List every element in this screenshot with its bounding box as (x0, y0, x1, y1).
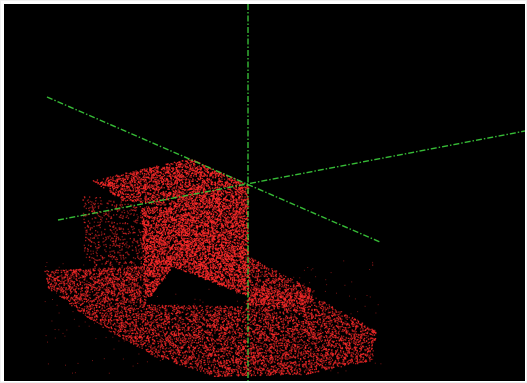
coordinate-axes (46, 4, 525, 381)
horizontal-axis-left (46, 96, 381, 243)
3d-scene-canvas[interactable] (4, 4, 525, 381)
3d-viewport[interactable] (4, 4, 525, 381)
horizontal-axis-right (57, 130, 525, 221)
point-cloud (44, 158, 382, 377)
